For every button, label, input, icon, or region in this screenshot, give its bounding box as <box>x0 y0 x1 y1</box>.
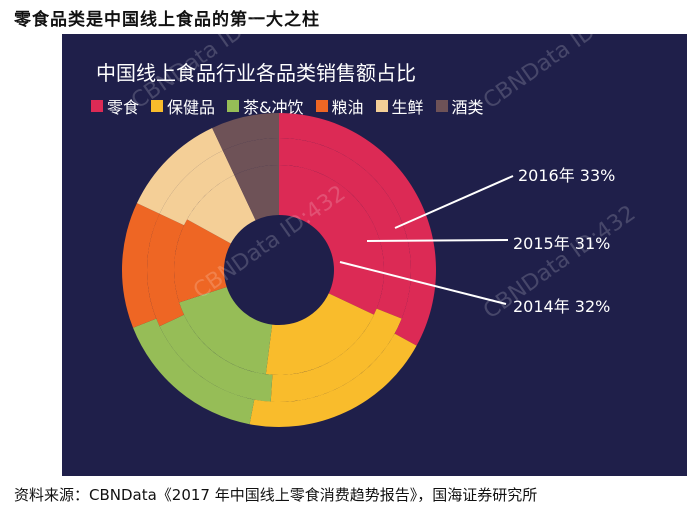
slice-2016年-茶&冲饮 <box>133 318 255 425</box>
slice-2015年-零食 <box>279 138 411 319</box>
slice-2014年-生鲜 <box>186 174 256 244</box>
leader-line <box>339 261 507 305</box>
data-label: 2014年 32% <box>513 297 610 316</box>
legend-label: 酒类 <box>451 98 484 117</box>
chart-legend: 零食 保健品 茶&冲饮 粮油 生鲜 酒类 <box>91 94 484 118</box>
legend-item-liquor: 酒类 <box>435 94 484 118</box>
legend-item-grain: 粮油 <box>315 94 364 118</box>
slice-2016年-酒类 <box>212 113 279 151</box>
slice-2015年-茶&冲饮 <box>159 314 273 402</box>
source-note: 资料来源：CBNData《2017 年中国线上零食消费趋势报告》，国海证券研究所 <box>14 486 538 504</box>
slice-2014年-酒类 <box>234 165 279 221</box>
slice-2014年-粮油 <box>174 219 231 303</box>
chart-title: 中国线上食品行业各品类销售额占比 <box>96 61 416 85</box>
slice-2016年-保健品 <box>249 333 417 427</box>
slice-2016年-生鲜 <box>136 127 223 214</box>
legend-label: 生鲜 <box>391 98 424 117</box>
legend-label: 茶&冲饮 <box>243 98 304 117</box>
legend-label: 保健品 <box>167 98 216 117</box>
legend-item-tea: 茶&冲饮 <box>227 94 304 118</box>
slice-2016年-零食 <box>279 113 436 346</box>
slice-2015年-粮油 <box>147 213 184 327</box>
slice-2015年-生鲜 <box>159 150 235 226</box>
page-heading: 零食品类是中国线上食品的第一大之柱 <box>14 10 320 30</box>
legend-item-snacks: 零食 <box>91 94 139 118</box>
legend-label: 粮油 <box>331 98 364 117</box>
data-label: 2015年 31% <box>513 234 610 253</box>
legend-swatch <box>315 100 328 112</box>
data-label: 2016年 33% <box>518 166 615 185</box>
slice-2014年-茶&冲饮 <box>179 286 273 375</box>
slice-2015年-酒类 <box>222 138 279 175</box>
leader-line <box>394 175 514 229</box>
slice-2014年-保健品 <box>265 293 375 376</box>
slice-2016年-粮油 <box>122 203 160 328</box>
leader-line <box>366 239 509 242</box>
legend-item-fresh: 生鲜 <box>375 94 424 118</box>
slice-2014年-零食 <box>279 165 384 315</box>
legend-swatch <box>435 100 448 112</box>
slice-2015年-保健品 <box>270 308 402 403</box>
legend-swatch <box>151 100 164 112</box>
legend-label: 零食 <box>107 98 140 117</box>
legend-swatch <box>91 100 103 112</box>
legend-swatch <box>375 100 388 112</box>
legend-swatch <box>227 100 240 112</box>
legend-item-health: 保健品 <box>151 94 215 118</box>
